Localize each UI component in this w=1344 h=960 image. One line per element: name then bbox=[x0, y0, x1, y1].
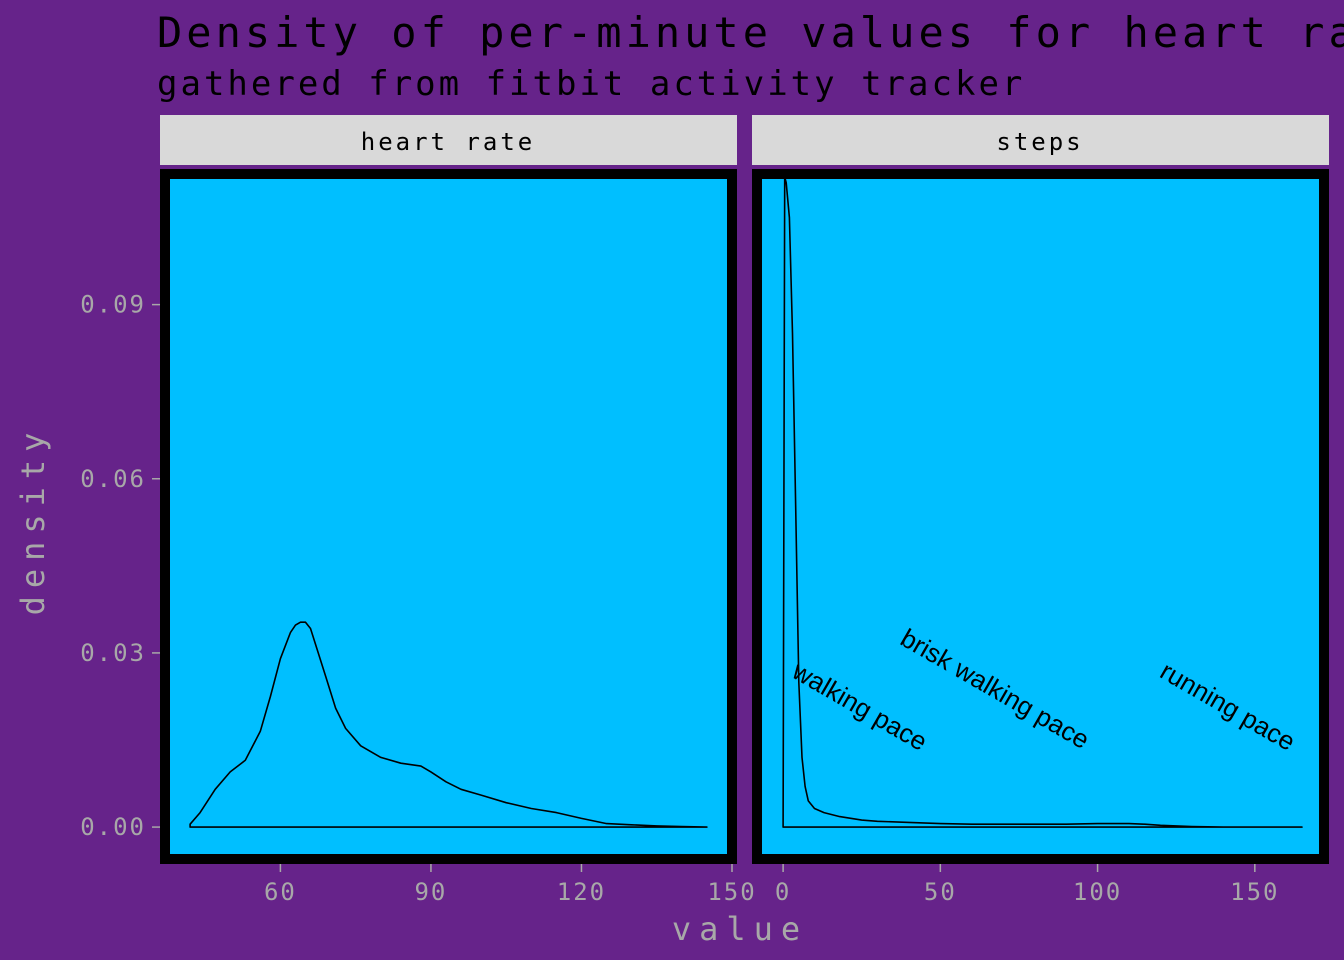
x-tick-label: 150 bbox=[707, 878, 756, 906]
strip-background-steps bbox=[752, 115, 1329, 165]
density-curve-heart-rate bbox=[189, 621, 708, 828]
panel-background-steps bbox=[752, 169, 1329, 864]
chart-title: Density of per-minute values for heart r… bbox=[157, 8, 1344, 57]
x-tick-label: 100 bbox=[1073, 878, 1122, 906]
strip-background-heart-rate bbox=[160, 115, 737, 165]
y-tick-label: 0.06 bbox=[80, 465, 146, 493]
x-tick-label: 90 bbox=[414, 878, 447, 906]
y-tick-label: 0.00 bbox=[80, 813, 146, 841]
y-axis-title: density bbox=[14, 425, 52, 616]
chart-subtitle: gathered from fitbit activity tracker bbox=[157, 64, 1025, 104]
panel-heart-rate: heart rate bbox=[160, 115, 737, 864]
y-tick-label: 0.03 bbox=[80, 639, 146, 667]
x-tick-label: 60 bbox=[264, 878, 297, 906]
x-tick-label: 150 bbox=[1230, 878, 1279, 906]
strip-label-steps: steps bbox=[996, 128, 1083, 156]
x-tick-label: 50 bbox=[924, 878, 957, 906]
x-axis-title: value bbox=[672, 910, 808, 948]
strip-label-heart-rate: heart rate bbox=[361, 128, 536, 156]
density-curve-steps bbox=[782, 176, 1303, 828]
y-tick-label: 0.09 bbox=[80, 291, 146, 319]
panel-steps: steps bbox=[752, 115, 1329, 864]
panel-background-heart-rate bbox=[160, 169, 737, 864]
x-tick-label: 120 bbox=[557, 878, 606, 906]
x-tick-label: 0 bbox=[775, 878, 791, 906]
